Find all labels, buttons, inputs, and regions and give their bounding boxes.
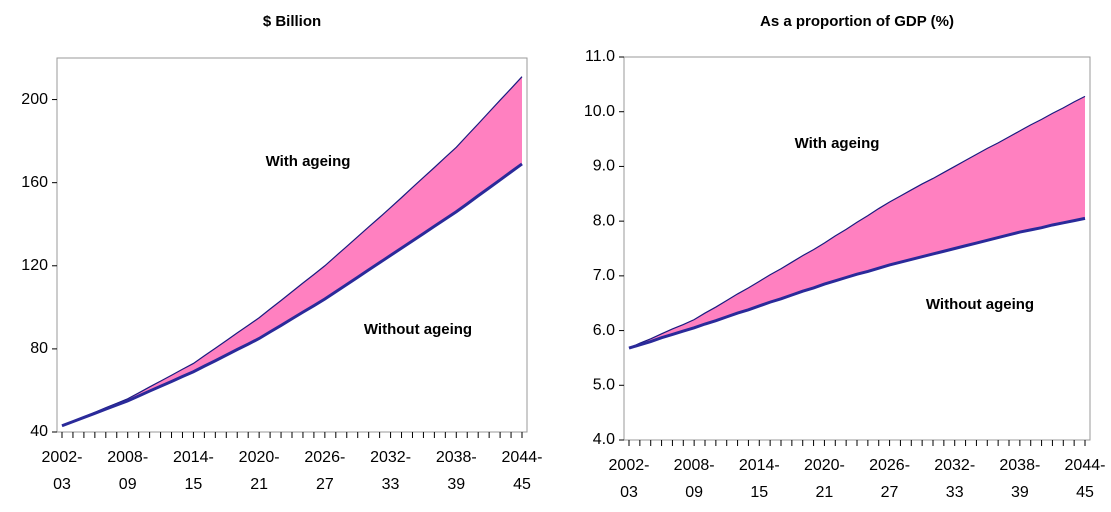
x-tick-label: 2014- 15	[738, 457, 780, 501]
y-tick-label: 9.0	[593, 158, 615, 175]
series-line	[628, 95, 1086, 349]
x-tick-label: 2026- 27	[304, 449, 346, 493]
x-tick-label: 2044- 45	[1064, 457, 1106, 501]
y-tick-label: 40	[30, 423, 48, 440]
y-tick-label: 11.0	[585, 48, 615, 65]
y-tick-label: 10.0	[584, 103, 615, 120]
x-tick-label: 2044- 45	[501, 449, 543, 493]
y-tick-label: 7.0	[593, 267, 615, 284]
y-tick-label: 80	[30, 340, 48, 357]
chart-title: As a proportion of GDP (%)	[760, 13, 954, 30]
x-tick-label: 2032- 33	[934, 457, 976, 501]
x-tick-label: 2038- 39	[435, 449, 477, 493]
series-line	[61, 76, 523, 427]
series-line	[628, 216, 1086, 350]
y-tick-label: 160	[21, 174, 48, 191]
y-tick-label: 8.0	[593, 212, 615, 229]
x-tick-label: 2008- 09	[673, 457, 715, 501]
annotation: Without ageing	[364, 321, 472, 338]
x-tick-label: 2020- 21	[238, 449, 280, 493]
annotation: Without ageing	[926, 296, 1034, 313]
y-tick-label: 4.0	[593, 431, 615, 448]
x-tick-label: 2002- 03	[608, 457, 650, 501]
band-fill	[62, 76, 522, 426]
y-tick-label: 6.0	[593, 322, 615, 339]
x-tick-label: 2002- 03	[41, 449, 83, 493]
x-tick-label: 2020- 21	[803, 457, 845, 501]
x-tick-label: 2008- 09	[107, 449, 149, 493]
x-tick-label: 2026- 27	[869, 457, 911, 501]
plot-frame	[56, 57, 528, 433]
x-tick-label: 2032- 33	[370, 449, 412, 493]
series-line	[61, 162, 523, 428]
y-tick-label: 120	[21, 257, 48, 274]
x-tick-label: 2038- 39	[999, 457, 1041, 501]
y-tick-label: 5.0	[593, 377, 615, 394]
chart-title: $ Billion	[263, 13, 321, 30]
annotation: With ageing	[795, 135, 880, 152]
annotation: With ageing	[266, 153, 351, 170]
x-tick-label: 2014- 15	[172, 449, 214, 493]
y-tick-label: 200	[21, 91, 48, 108]
